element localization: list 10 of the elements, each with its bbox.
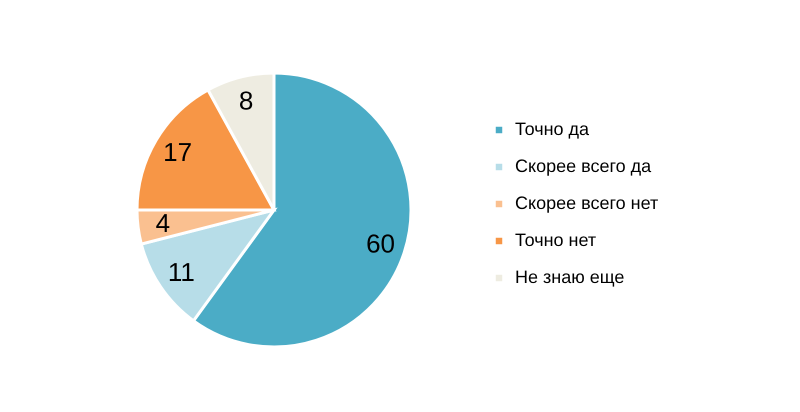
- data-label: 4: [156, 208, 170, 238]
- legend-label: Точно да: [515, 119, 590, 139]
- data-label: 8: [238, 86, 254, 116]
- legend-label: Скорее всего нет: [515, 193, 658, 213]
- data-label: 11: [168, 256, 195, 287]
- data-label: 60: [366, 228, 395, 259]
- legend-label: Точно нет: [515, 230, 596, 250]
- legend-label: Не знаю еще: [515, 267, 624, 287]
- legend-label: Скорее всего да: [515, 156, 652, 176]
- data-label: 17: [163, 136, 192, 167]
